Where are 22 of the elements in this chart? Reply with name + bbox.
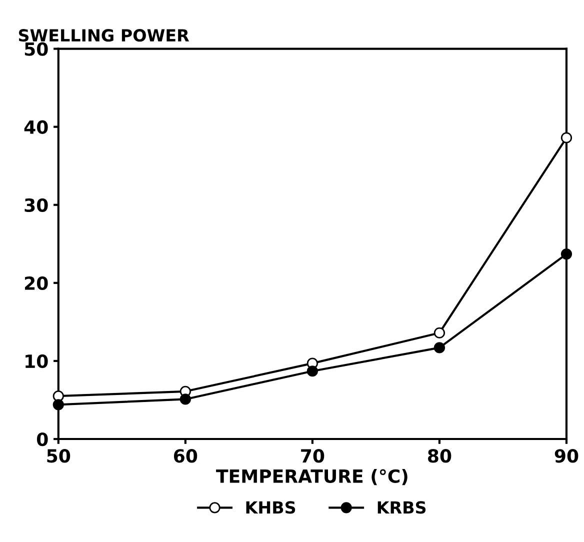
- x-tick-label: 90: [554, 449, 578, 463]
- legend-label: KHBS: [246, 501, 296, 514]
- y-tick-label: 50: [24, 42, 48, 56]
- x-tick-label: 70: [301, 449, 324, 463]
- x-axis-title: TEMPERATURE (°C): [216, 469, 408, 486]
- point: [434, 327, 446, 338]
- point: [560, 248, 572, 260]
- point: [306, 366, 318, 377]
- legend-label: KRBS: [378, 501, 426, 514]
- x-tick-label: 50: [47, 449, 70, 463]
- point: [52, 399, 64, 410]
- y-tick-label: 20: [24, 276, 48, 290]
- y-tick-label: 10: [26, 354, 48, 368]
- y-tick-label: 40: [24, 120, 48, 134]
- x-tick-label: 60: [174, 449, 198, 463]
- point: [560, 132, 572, 144]
- x-tick-label: 80: [428, 449, 452, 463]
- point: [434, 342, 446, 354]
- point: [180, 394, 191, 405]
- y-tick-label: 30: [24, 198, 48, 212]
- y-axis-title: SWELLING POWER: [18, 29, 190, 42]
- y-tick-label: 0: [36, 432, 48, 446]
